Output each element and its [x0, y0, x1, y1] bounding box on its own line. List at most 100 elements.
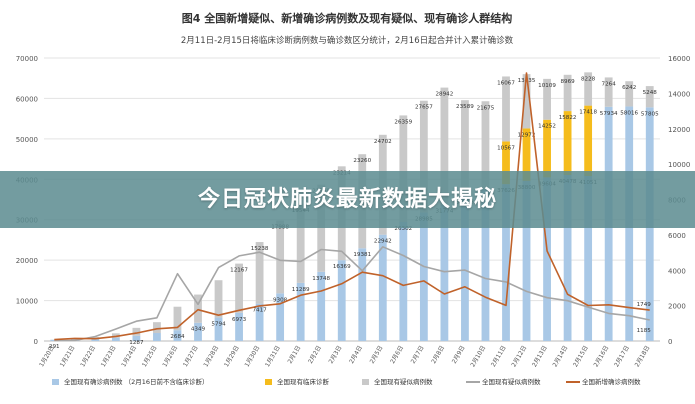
bar-data-label: 12167	[230, 268, 248, 274]
legend-swatch	[362, 379, 369, 385]
bar-data-label: 15238	[251, 246, 269, 252]
y-right-tick-label: 0	[668, 338, 672, 346]
legend-label: 全国现有疑似病例数	[374, 377, 433, 386]
x-tick-label: 2月9日	[451, 345, 467, 366]
bar-data-label: 11289	[292, 287, 310, 293]
bar-data-label: 4349	[191, 327, 206, 333]
bar-data-label: 15822	[559, 115, 577, 121]
bar-data-label: 24702	[374, 139, 392, 145]
y-right-tick-label: 4000	[668, 267, 686, 275]
x-tick-label: 1月25日	[141, 345, 159, 369]
bar-data-label: 6242	[622, 85, 636, 91]
x-tick-label: 1月21日	[59, 345, 77, 369]
bar-data-label: 7264	[602, 81, 617, 87]
y-right-tick-label: 16000	[668, 55, 690, 63]
bar	[317, 272, 325, 341]
chart-subtitle: 2月11日-2月15日将临床诊断病例数与确诊数区分统计，2月16日起合并计入累计…	[181, 35, 514, 46]
bar-data-label: 2684	[170, 334, 185, 340]
x-tick-label: 2月16日	[593, 345, 611, 369]
y-left-tick-label: 70000	[16, 55, 38, 63]
bar-data-label: 57934	[600, 111, 618, 117]
bar-data-label: 21675	[477, 105, 495, 111]
bar-data-label: 5794	[211, 322, 226, 328]
y-right-tick-label: 10000	[668, 161, 690, 169]
bar-data-label: 10567	[497, 145, 515, 151]
bar	[358, 248, 366, 341]
x-tick-label: 2月8日	[430, 345, 446, 366]
bar	[338, 260, 346, 341]
bar	[215, 280, 223, 317]
line-data-label: 1749	[637, 302, 652, 308]
legend-label: 全国现有疑似病例数	[482, 377, 541, 386]
bar-data-label: 16369	[333, 264, 351, 270]
legend-swatch	[265, 379, 272, 385]
bar	[584, 106, 592, 176]
bar-data-label: 23260	[353, 158, 371, 164]
x-tick-label: 2月7日	[410, 345, 426, 366]
x-tick-label: 2月6日	[389, 345, 405, 366]
y-left-tick-label: 0	[34, 338, 38, 346]
bar-data-label: 27657	[415, 105, 433, 111]
bar-data-label: 58016	[620, 110, 638, 116]
bar-data-label: 16067	[497, 80, 515, 86]
legend-label: 全国现有临床诊断	[277, 377, 330, 386]
bar-data-label: 8969	[560, 79, 575, 85]
bar-data-label: 7417	[252, 308, 267, 314]
bar	[399, 222, 407, 341]
x-tick-label: 2月4日	[348, 345, 364, 366]
x-tick-label: 2月3日	[328, 345, 344, 366]
x-tick-label: 1月29日	[223, 345, 241, 369]
bar-data-label: 17418	[579, 110, 597, 116]
x-tick-label: 2月11日	[490, 345, 508, 369]
y-right-tick-label: 12000	[668, 126, 690, 134]
y-left-tick-label: 20000	[16, 257, 38, 265]
y-right-tick-label: 6000	[668, 232, 686, 240]
x-tick-label: 1月24日	[120, 345, 138, 369]
bar	[153, 322, 161, 333]
x-tick-label: 1月22日	[79, 345, 97, 369]
x-tick-label: 2月2日	[307, 345, 323, 366]
series-line	[54, 247, 649, 341]
bar-data-label: 13748	[312, 276, 330, 282]
x-tick-label: 1月23日	[100, 345, 118, 369]
x-tick-label: 1月26日	[161, 345, 179, 369]
line-data-label: 1185	[637, 328, 652, 334]
x-tick-label: 2月12日	[510, 345, 528, 369]
bar-data-label: 14252	[538, 124, 556, 130]
x-tick-label: 1月31日	[264, 345, 282, 369]
x-tick-label: 1月27日	[182, 345, 200, 369]
bar-data-label: 57805	[641, 111, 659, 117]
bar	[276, 221, 284, 294]
bar-data-label: 26359	[394, 119, 412, 125]
bar-data-label: 8228	[581, 76, 596, 82]
bar-data-label: 22942	[374, 239, 392, 245]
x-tick-label: 1月20日	[38, 345, 56, 369]
x-tick-label: 2月17日	[613, 345, 631, 369]
bar-data-label: 23589	[456, 104, 474, 110]
y-left-tick-label: 60000	[16, 95, 38, 103]
bar	[420, 213, 428, 341]
bar-data-label: 28942	[436, 92, 454, 98]
x-tick-label: 2月15日	[572, 345, 590, 369]
x-tick-label: 1月28日	[202, 345, 220, 369]
y-left-tick-label: 10000	[16, 298, 38, 306]
legend-label: 全国现有确诊病例数 （2月16日前不含临床诊断）	[64, 377, 208, 386]
bar-data-label: 19381	[353, 252, 371, 258]
bar-data-label: 10109	[538, 83, 556, 89]
x-tick-label: 2月13日	[531, 345, 549, 369]
x-tick-label: 2月14日	[552, 345, 570, 369]
y-left-tick-label: 50000	[16, 136, 38, 144]
x-tick-label: 2月18日	[634, 345, 652, 369]
bar-data-label: 6973	[232, 317, 247, 323]
banner-title: 今日冠状肺炎最新数据大揭秘	[0, 171, 695, 228]
y-right-tick-label: 2000	[668, 303, 686, 311]
x-tick-label: 1月30日	[244, 345, 262, 369]
bar-data-label: 5248	[643, 90, 658, 96]
chart-title: 图4 全国新增疑似、新增确诊病例数及现有疑似、现有确诊人群结构	[182, 11, 512, 25]
x-tick-label: 2月5日	[369, 345, 385, 366]
bar	[153, 333, 161, 341]
legend-label: 全国新增确诊病例数	[582, 377, 641, 386]
y-right-tick-label: 14000	[668, 90, 690, 98]
x-tick-label: 2月1日	[287, 345, 303, 366]
bar-data-label: 9308	[273, 297, 288, 303]
